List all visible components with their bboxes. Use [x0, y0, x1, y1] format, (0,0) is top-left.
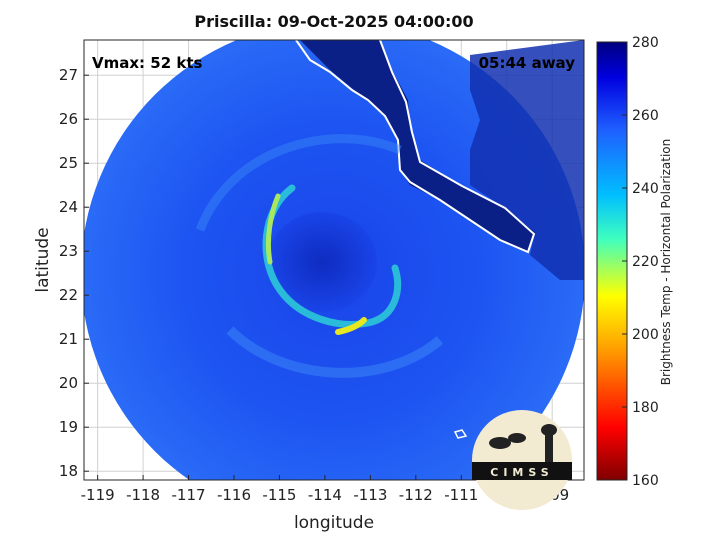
logo-badge — [472, 410, 572, 510]
y-tick-label: 25 — [59, 154, 78, 172]
colorbar-tick-label: 240 — [632, 181, 659, 197]
mainland-mexico — [470, 40, 584, 280]
x-tick-label: -116 — [217, 486, 251, 504]
y-axis-label: latitude — [33, 227, 53, 292]
rainband-intense-west — [265, 193, 281, 265]
rainband-intense-south — [335, 317, 367, 335]
x-tick-label: -117 — [172, 486, 206, 504]
x-tick-label: -115 — [262, 486, 296, 504]
x-tick-label: -111 — [444, 486, 478, 504]
baja-peninsula — [300, 40, 535, 252]
x-tick-label: -114 — [308, 486, 342, 504]
colorbar-ticks: 160 180 200 220 240 260 280 — [622, 35, 659, 489]
colorbar-tick-label: 220 — [632, 254, 659, 270]
cimss-logo: CIMSS — [472, 410, 572, 510]
colorbar-tick-label: 180 — [632, 400, 659, 416]
water-tower-icon — [545, 432, 553, 462]
y-tick-label: 18 — [59, 462, 78, 480]
outer-band-north — [195, 134, 402, 232]
y-tick-label: 19 — [59, 418, 78, 436]
y-tick-label: 23 — [59, 242, 78, 260]
chart-title: Priscilla: 09-Oct-2025 04:00:00 — [194, 12, 474, 31]
y-tick-label: 26 — [59, 110, 78, 128]
colorbar-tick-label: 200 — [632, 327, 659, 343]
x-axis-label: longitude — [294, 513, 374, 533]
y-tick-label: 20 — [59, 374, 78, 392]
x-tick-label: -112 — [399, 486, 433, 504]
colorbar-tick-label: 160 — [632, 473, 659, 489]
logo-text: CIMSS — [490, 466, 553, 479]
storm-eye — [267, 212, 377, 312]
satellite-dish-icon-2 — [508, 433, 526, 443]
y-tick-label: 24 — [59, 198, 78, 216]
y-ticks: 18 19 20 21 22 23 24 25 26 27 — [59, 66, 89, 480]
satellite-dish-icon — [489, 437, 511, 449]
colorbar-label: Brightness Temp - Horizontal Polarizatio… — [659, 139, 673, 386]
vmax-label: Vmax: 52 kts — [92, 54, 202, 72]
outer-band — [226, 326, 444, 378]
x-tick-label: -119 — [81, 486, 115, 504]
axes-frame — [83, 39, 585, 481]
x-tick-label: -118 — [126, 486, 160, 504]
x-tick-label: -113 — [353, 486, 387, 504]
coastline — [295, 40, 536, 254]
island-outline — [453, 429, 468, 439]
y-tick-label: 22 — [59, 286, 78, 304]
time-away-label: 05:44 away — [479, 54, 576, 72]
colorbar-tick-label: 260 — [632, 108, 659, 124]
y-tick-label: 27 — [59, 66, 78, 84]
y-tick-label: 21 — [59, 330, 78, 348]
logo-band — [472, 462, 572, 480]
colorbar-tick-label: 280 — [632, 35, 659, 51]
